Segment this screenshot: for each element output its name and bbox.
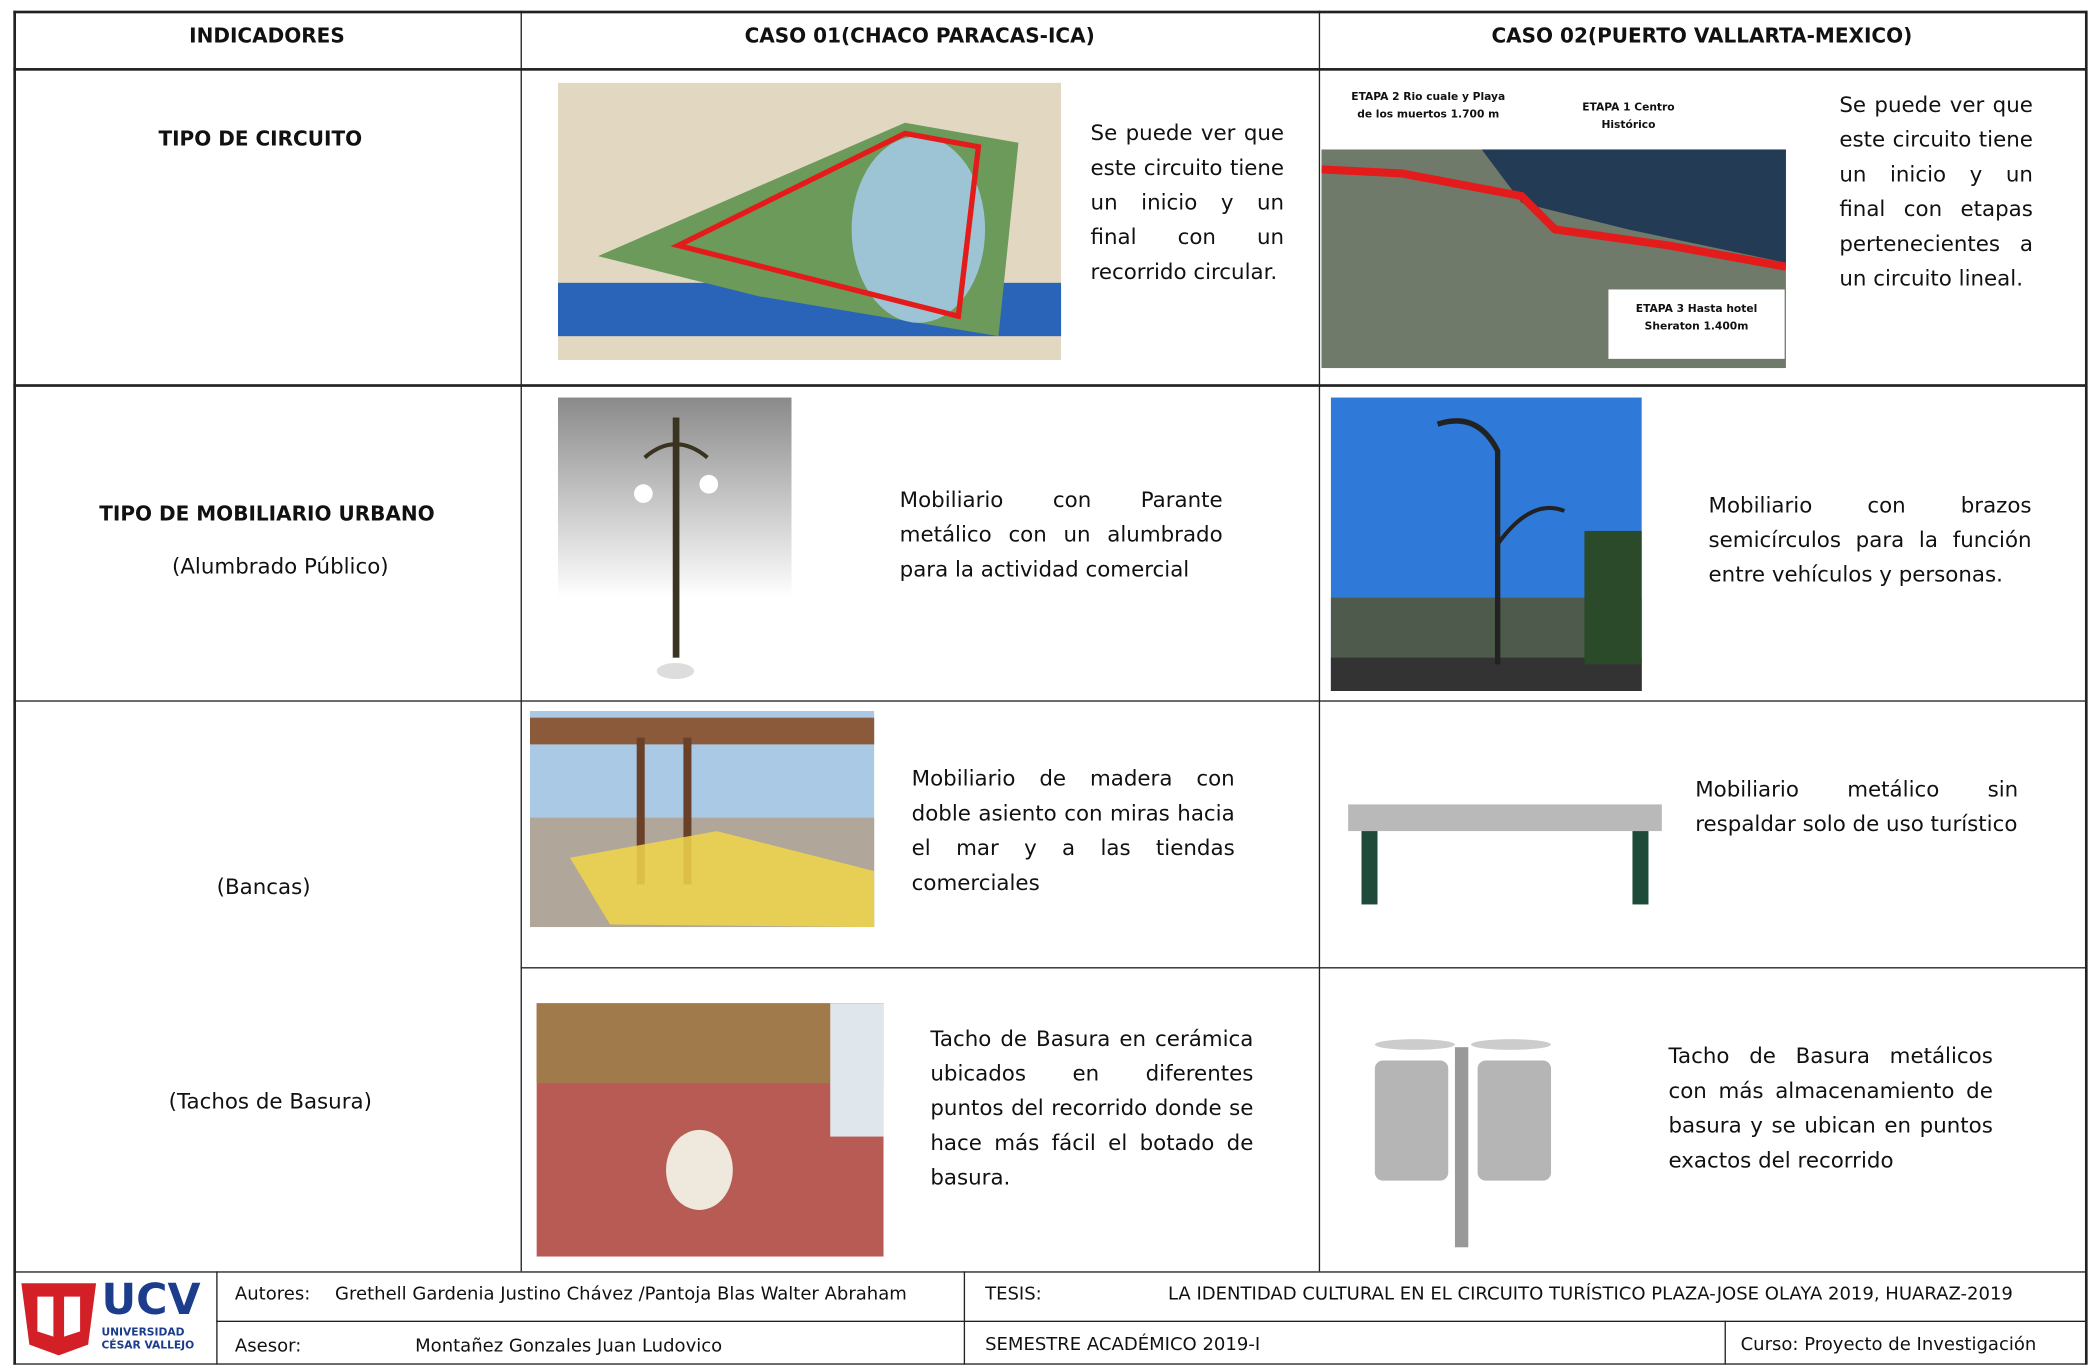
column-header: INDICADORES <box>189 24 345 49</box>
rule <box>1318 10 1321 1272</box>
rule <box>520 10 522 1272</box>
thesis: LA IDENTIDAD CULTURAL EN EL CIRCUITO TUR… <box>1167 1283 2013 1305</box>
thesis-label: TESIS: <box>985 1283 1042 1305</box>
advisor: Montañez Gonzales Juan Ludovico <box>415 1335 723 1357</box>
map-label: ETAPA 1 Centro Histórico <box>1582 101 1675 131</box>
rule <box>2084 10 2088 1365</box>
trash-image <box>1374 1039 1552 1248</box>
rule <box>13 700 2087 702</box>
subindicator: (Alumbrado Público) <box>171 553 389 579</box>
rule <box>13 10 17 1365</box>
logo-text: UCV <box>101 1273 201 1325</box>
rule <box>13 1271 2087 1273</box>
logo-mark <box>21 1283 97 1356</box>
circuit-map <box>1321 149 1786 369</box>
case-text: Mobiliario metálico sin respaldar solo d… <box>1695 776 2019 837</box>
case-text: Mobiliario con brazos semicírculos para … <box>1708 492 2032 587</box>
case-text: Mobiliario con Parante metálico con un a… <box>899 486 1223 582</box>
advisor-label: Asesor: <box>234 1335 302 1357</box>
semester: SEMESTRE ACADÉMICO 2019-I <box>985 1334 1261 1356</box>
case-text: Tacho de Basura en cerámica ubicados en … <box>930 1025 1254 1190</box>
bench-photo <box>529 711 875 928</box>
university: CÉSAR VALLEJO <box>101 1339 195 1352</box>
rule <box>520 967 2087 969</box>
subindicator: (Tachos de Basura) <box>168 1088 372 1114</box>
rule <box>216 1271 218 1365</box>
bench-image <box>1348 804 1662 905</box>
case-text: Tacho de Basura metálicos con más almace… <box>1668 1043 1993 1173</box>
rule <box>216 1320 2087 1322</box>
subindicator: (Bancas) <box>216 873 311 900</box>
map-label: ETAPA 2 Rio cuale y Playa de los muertos… <box>1351 90 1506 121</box>
lamp-photo <box>1330 397 1642 692</box>
course: Curso: Proyecto de Investigación <box>1740 1334 2037 1356</box>
case-text: Se puede ver que este circuito tiene un … <box>1090 120 1285 285</box>
column-header: CASO 01(CHACO PARACAS-ICA) <box>744 24 1095 49</box>
lamp-image <box>557 397 792 680</box>
rule <box>13 1363 2087 1365</box>
rule <box>13 68 2087 71</box>
column-header: CASO 02(PUERTO VALLARTA-MEXICO) <box>1491 24 1913 49</box>
case-text: Mobiliario de madera con doble asiento c… <box>911 765 1235 896</box>
case-text: Se puede ver que este circuito tiene un … <box>1839 92 2033 291</box>
rule <box>1724 1320 1726 1365</box>
circuit-image <box>557 82 1062 361</box>
authors: Grethell Gardenia Justino Chávez /Pantoj… <box>335 1283 907 1305</box>
map-label: ETAPA 3 Hasta hotel Sheraton 1.400m <box>1635 302 1758 333</box>
trash-photo <box>536 1003 884 1257</box>
university: UNIVERSIDAD <box>101 1325 185 1339</box>
indicator: TIPO DE CIRCUITO <box>158 126 363 151</box>
authors-label: Autores: <box>234 1283 311 1305</box>
rule <box>13 384 2087 387</box>
indicator: TIPO DE MOBILIARIO URBANO <box>99 501 435 526</box>
rule <box>13 10 2087 14</box>
rule <box>963 1271 966 1365</box>
